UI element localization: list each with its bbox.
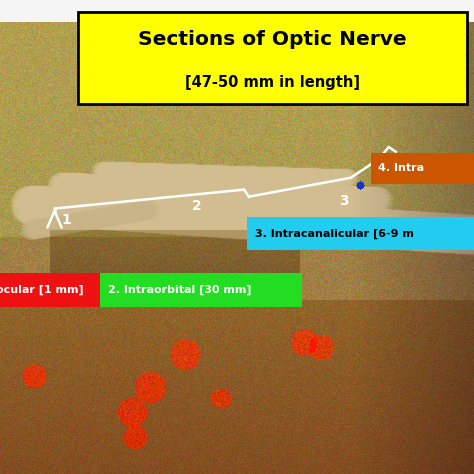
Text: 3. Intracanalicular [6-9 m: 3. Intracanalicular [6-9 m (255, 228, 413, 238)
FancyBboxPatch shape (100, 273, 302, 307)
FancyBboxPatch shape (371, 153, 474, 184)
Text: 4. Intra: 4. Intra (378, 163, 424, 173)
FancyBboxPatch shape (78, 12, 467, 104)
Text: Sections of Optic Nerve: Sections of Optic Nerve (138, 30, 407, 49)
Text: 2. Intraorbital [30 mm]: 2. Intraorbital [30 mm] (108, 285, 251, 295)
Text: 1: 1 (62, 213, 71, 228)
FancyBboxPatch shape (247, 217, 474, 250)
Text: ocular [1 mm]: ocular [1 mm] (0, 285, 84, 295)
Text: 2: 2 (192, 199, 201, 213)
Text: 3: 3 (339, 194, 348, 209)
FancyBboxPatch shape (0, 273, 101, 307)
Text: [47-50 mm in length]: [47-50 mm in length] (185, 74, 360, 90)
